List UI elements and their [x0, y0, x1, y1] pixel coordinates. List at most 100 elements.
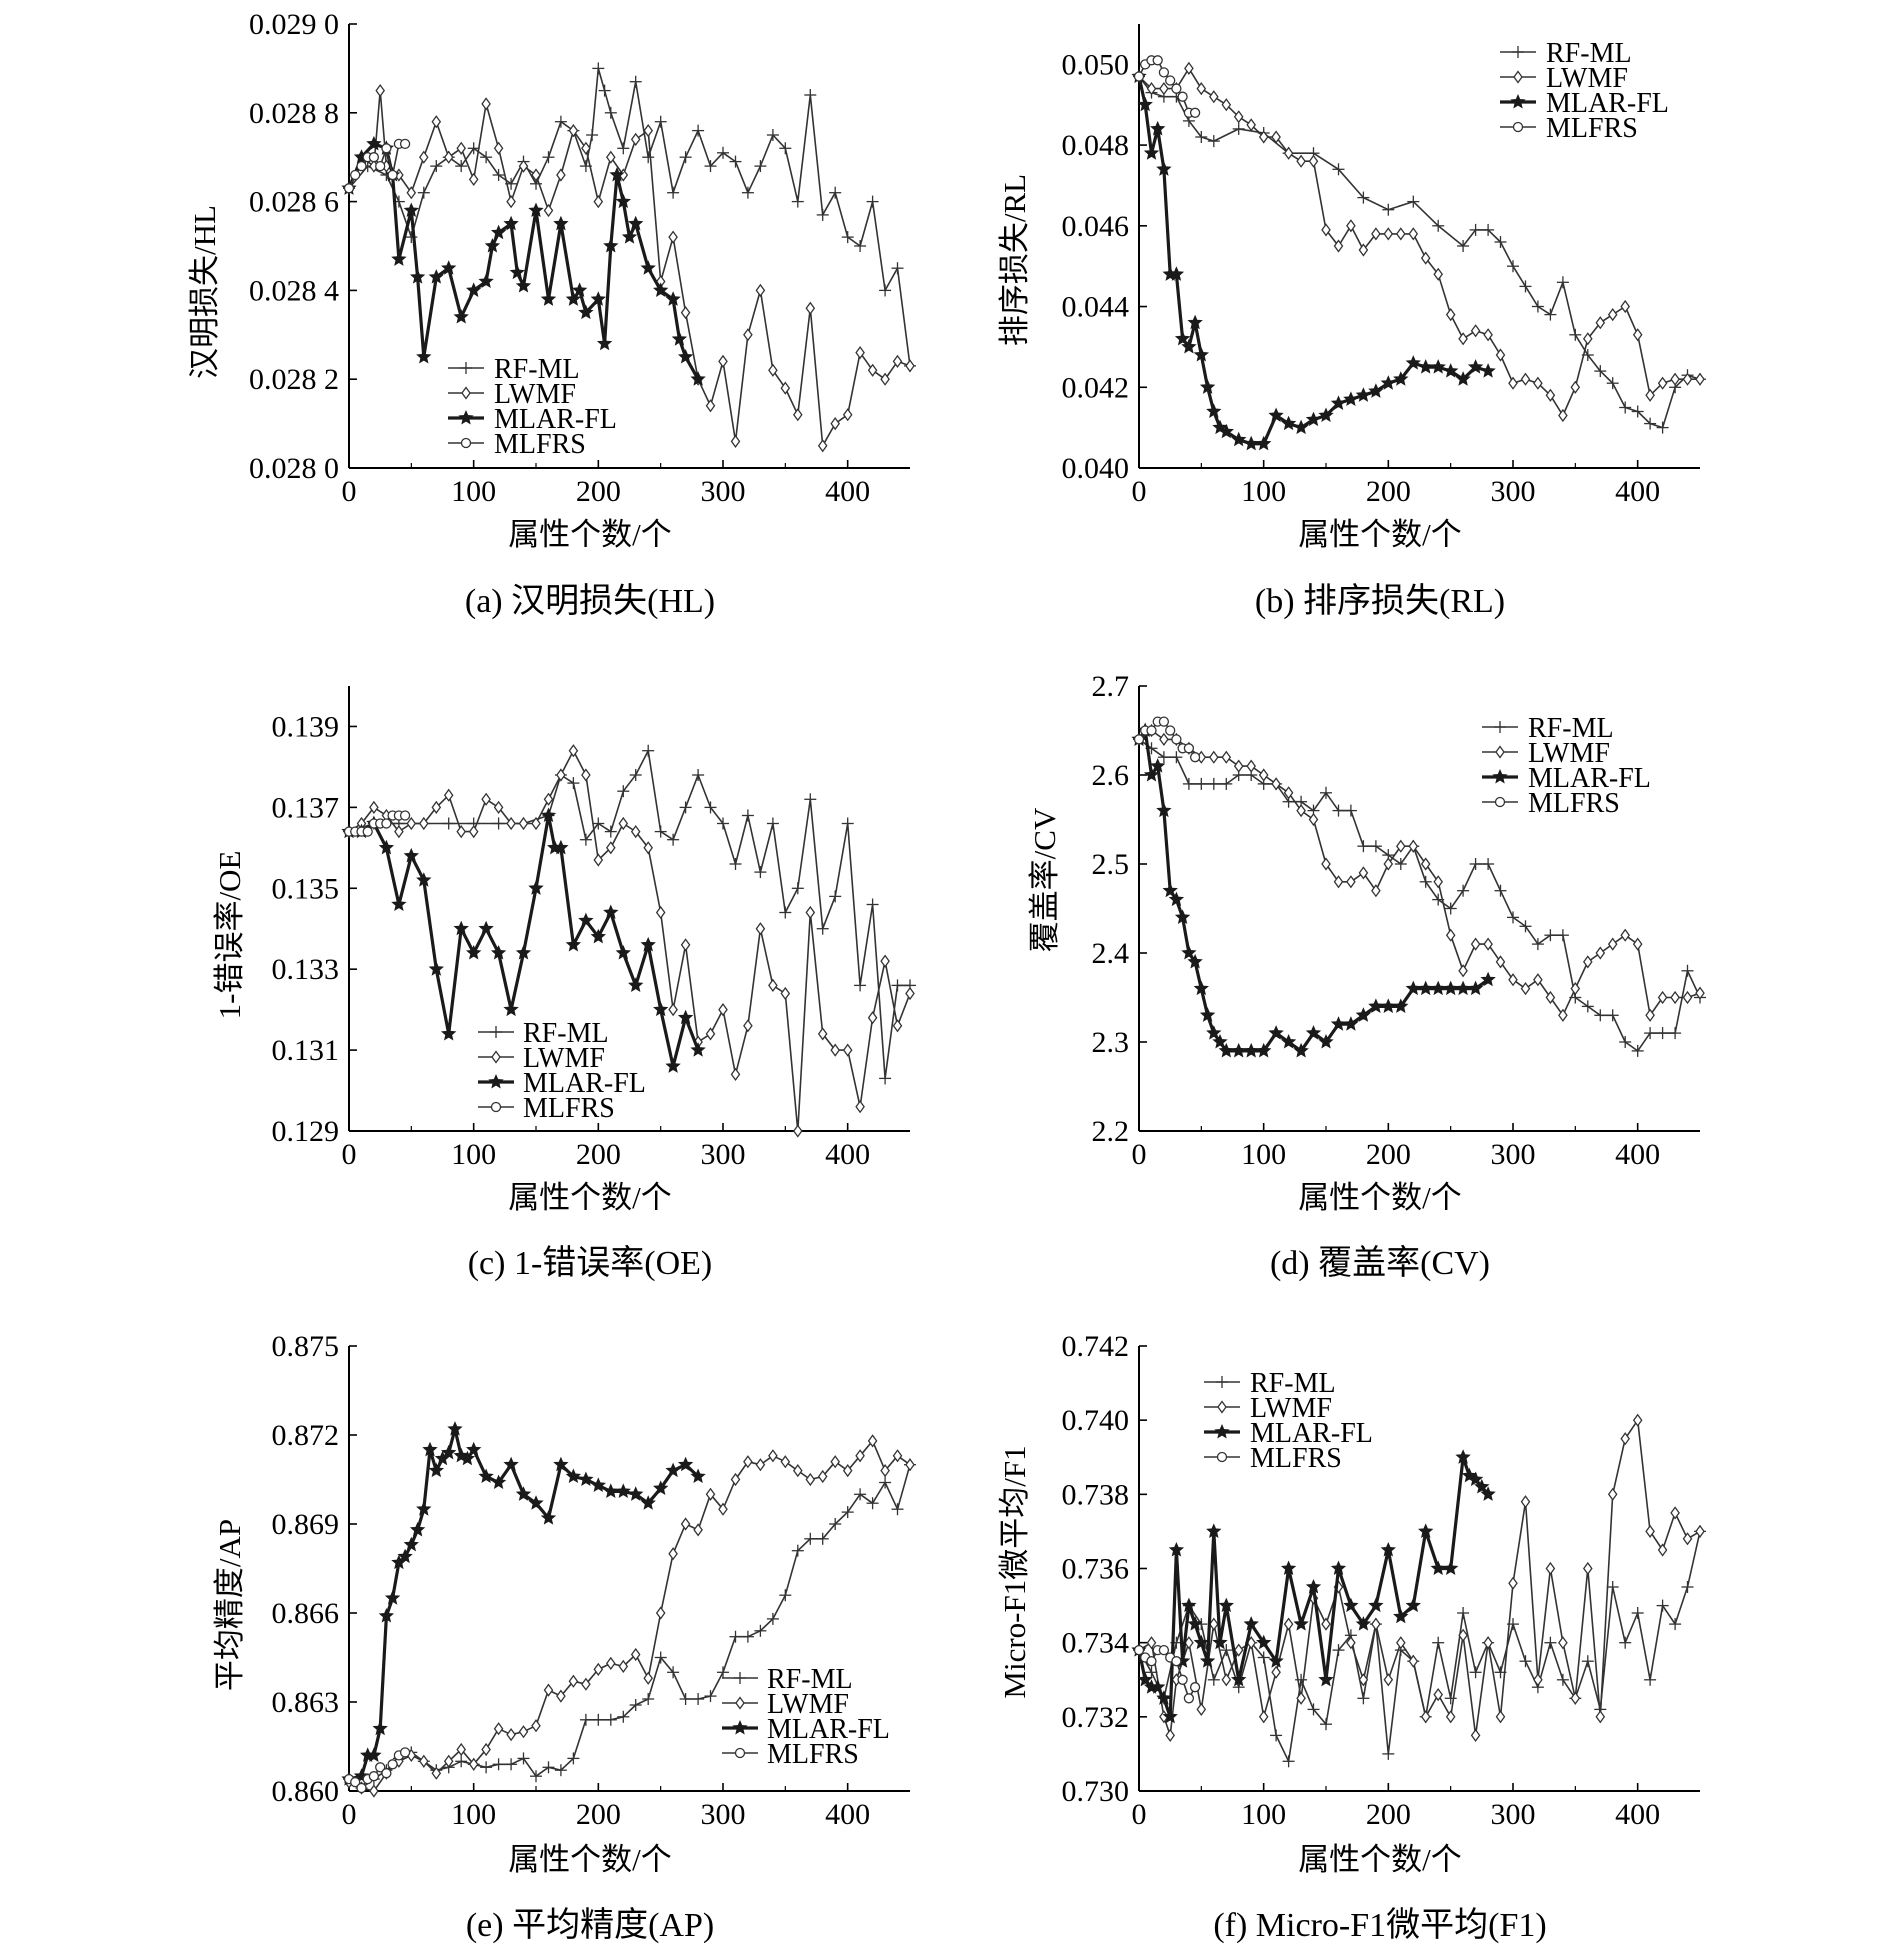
panel-e-series-rfml-point	[716, 1665, 730, 1679]
panel-a-series-rfml-point	[803, 88, 817, 102]
panel-a-xlabel: 属性个数/个	[508, 517, 672, 552]
panel-c-series-lwmf-point	[880, 954, 890, 968]
panel-f-series-rfml-point	[1668, 1617, 1682, 1631]
panel-e-legend-mlarfl-marker	[732, 1720, 748, 1735]
panel-a-series-lwmf-point	[631, 133, 641, 146]
panel-e-series-lwmf-point	[693, 1523, 703, 1537]
chart-panel-e: (e) 平均精度(AP) 属性个数/个 平均精度/AP RF-ML LWMF M…	[212, 1330, 917, 1944]
panel-d-series-mlfrs-point	[1158, 716, 1170, 727]
panel-d-series-rfml-point	[1680, 964, 1695, 978]
panel-a-series-rfml-point	[629, 75, 643, 89]
panel-b-series-rfml-point	[1531, 299, 1545, 314]
panel-f-series-lwmf-point	[1595, 1710, 1605, 1723]
panel-f-series-rfml-point	[1631, 1606, 1645, 1620]
panel-a-series-mlarfl-point	[541, 291, 556, 306]
panel-f-legend-mlarfl-marker	[1214, 1424, 1230, 1439]
panel-d-series-lwmf-point	[1346, 875, 1356, 888]
panel-a-series-rfml-point	[741, 186, 755, 200]
panel-d-series-mlfrs-point	[1165, 725, 1176, 736]
panel-e-series-rfml-point	[728, 1630, 743, 1644]
panel-a-legend-lwmf-marker	[461, 386, 471, 400]
panel-b-series-mlarfl-point	[1144, 145, 1159, 160]
panel-b-series-lwmf-point	[1645, 389, 1655, 402]
panel-a-series-mlfrs-point	[375, 160, 386, 172]
panel-d-series-mlarfl-point	[1231, 1043, 1246, 1057]
panel-d-series-mlarfl-point	[1163, 883, 1178, 897]
panel-f-y-tick-label: 0.734	[1062, 1627, 1130, 1660]
panel-a-series-lwmf-point	[556, 168, 566, 182]
panel-b-series-lwmf-point	[1570, 381, 1580, 394]
panel-f-series-lwmf-point	[1259, 1710, 1269, 1723]
panel-c-x-tick-label: 0	[342, 1138, 357, 1171]
chart-panel-a: (a) 汉明损失(HL) 属性个数/个 汉明损失/HL RF-ML LWMF M…	[187, 8, 917, 620]
panel-d-series-lwmf-point	[1259, 768, 1269, 782]
panel-d-series-lwmf-point	[1670, 991, 1680, 1004]
panel-d-series-mlarfl-point	[1181, 945, 1196, 960]
panel-f-series-rfml-point	[1680, 1580, 1695, 1594]
panel-d-x-tick-label: 200	[1366, 1138, 1411, 1171]
panel-f-series-mlfrs-point	[1189, 1682, 1201, 1693]
panel-a-x-tick-label: 400	[825, 475, 870, 508]
panel-a-y-tick-label: 0.028 0	[249, 452, 339, 485]
panel-d-series-rfml-point	[1481, 857, 1495, 871]
panel-e-y-tick-label: 0.866	[272, 1597, 340, 1630]
panel-b-series-mlfrs-point	[1177, 91, 1188, 102]
panel-d-series-rfml-point	[1643, 1026, 1657, 1040]
panel-b-series-rfml-point	[1207, 134, 1221, 148]
panel-c-y-tick-label: 0.135	[272, 872, 340, 905]
panel-e-series-lwmf-point	[518, 1725, 529, 1738]
panel-e-legend-rfml-marker	[733, 1671, 747, 1685]
panel-a-series-lwmf-point	[730, 435, 741, 448]
panel-c-series-rfml-point	[442, 816, 456, 831]
panel-d-x-tick-label: 400	[1615, 1138, 1660, 1171]
panel-e-x-tick-label: 100	[451, 1798, 496, 1831]
panel-e-x-tick-label: 300	[701, 1798, 746, 1831]
panel-f-y-tick-label: 0.736	[1062, 1553, 1130, 1586]
panel-f-series-mlarfl-point	[1368, 1598, 1383, 1612]
panel-d-series-rfml-point	[1344, 803, 1358, 818]
panel-a-series-rfml-point	[454, 159, 468, 173]
panel-a-x-tick-label: 200	[576, 475, 621, 508]
panel-f-series-rfml-point	[1556, 1673, 1570, 1687]
panel-d-series-lwmf-line	[1138, 729, 1701, 1017]
panel-e-legend-lwmf-marker	[735, 1696, 745, 1710]
panel-e-y-tick-label: 0.875	[272, 1330, 340, 1363]
panel-b-series-lwmf-point	[1695, 373, 1705, 386]
panel-a-series-mlarfl-point	[641, 260, 656, 275]
panel-e-series-rfml-point	[703, 1689, 718, 1703]
panel-b-series-lwmf-point	[1520, 373, 1531, 386]
panel-a-series-rfml-point	[616, 141, 630, 155]
panel-d-series-mlarfl-point	[1418, 981, 1433, 995]
panel-d-series-rfml-point	[1157, 750, 1171, 764]
panel-c-series-rfml-point	[566, 776, 581, 790]
panel-f-xlabel: 属性个数/个	[1298, 1842, 1462, 1877]
panel-d-y-tick-label: 2.2	[1092, 1115, 1130, 1148]
panel-c-series-rfml-point	[865, 897, 880, 912]
panel-d-series-rfml-point	[1319, 786, 1333, 800]
panel-b-series-mlarfl-point	[1481, 363, 1496, 378]
panel-f-series-mlarfl-point	[1294, 1616, 1309, 1631]
panel-b-series-lwmf-point	[1383, 227, 1393, 241]
panel-d-series-rfml-point	[1493, 884, 1508, 898]
panel-c-series-lwmf-point	[668, 1003, 678, 1016]
panel-f-series-lwmf-point	[1545, 1562, 1556, 1575]
panel-a-ylabel: 汉明损失/HL	[187, 205, 222, 379]
panel-a-series-lwmf-point	[593, 195, 603, 208]
panel-e-series-rfml-point	[890, 1502, 905, 1516]
panel-b-series-lwmf-point	[1296, 155, 1306, 168]
panel-e-series-rfml-point	[741, 1630, 755, 1644]
panel-f-series-mlarfl-point	[1343, 1598, 1358, 1612]
panel-e-series-rfml-point	[529, 1769, 543, 1783]
panel-c-series-rfml-point	[678, 800, 693, 815]
panel-d-x-tick-label: 0	[1132, 1138, 1147, 1171]
panel-c-legend-mlfrs-label: MLFRS	[523, 1093, 615, 1124]
panel-f-series-rfml-point	[1543, 1636, 1558, 1650]
panel-d-series-mlarfl-point	[1406, 981, 1421, 995]
panel-e-series-lwmf-point	[419, 1755, 429, 1768]
panel-e-series-mlfrs-point	[356, 1782, 367, 1794]
panel-a-series-rfml-point	[654, 115, 668, 129]
panel-c-series-lwmf-point	[469, 825, 479, 838]
panel-c-series-mlarfl-point	[566, 937, 581, 952]
panel-e-x-tick-label: 0	[342, 1798, 357, 1831]
panel-c-y-tick-label: 0.133	[272, 953, 340, 986]
